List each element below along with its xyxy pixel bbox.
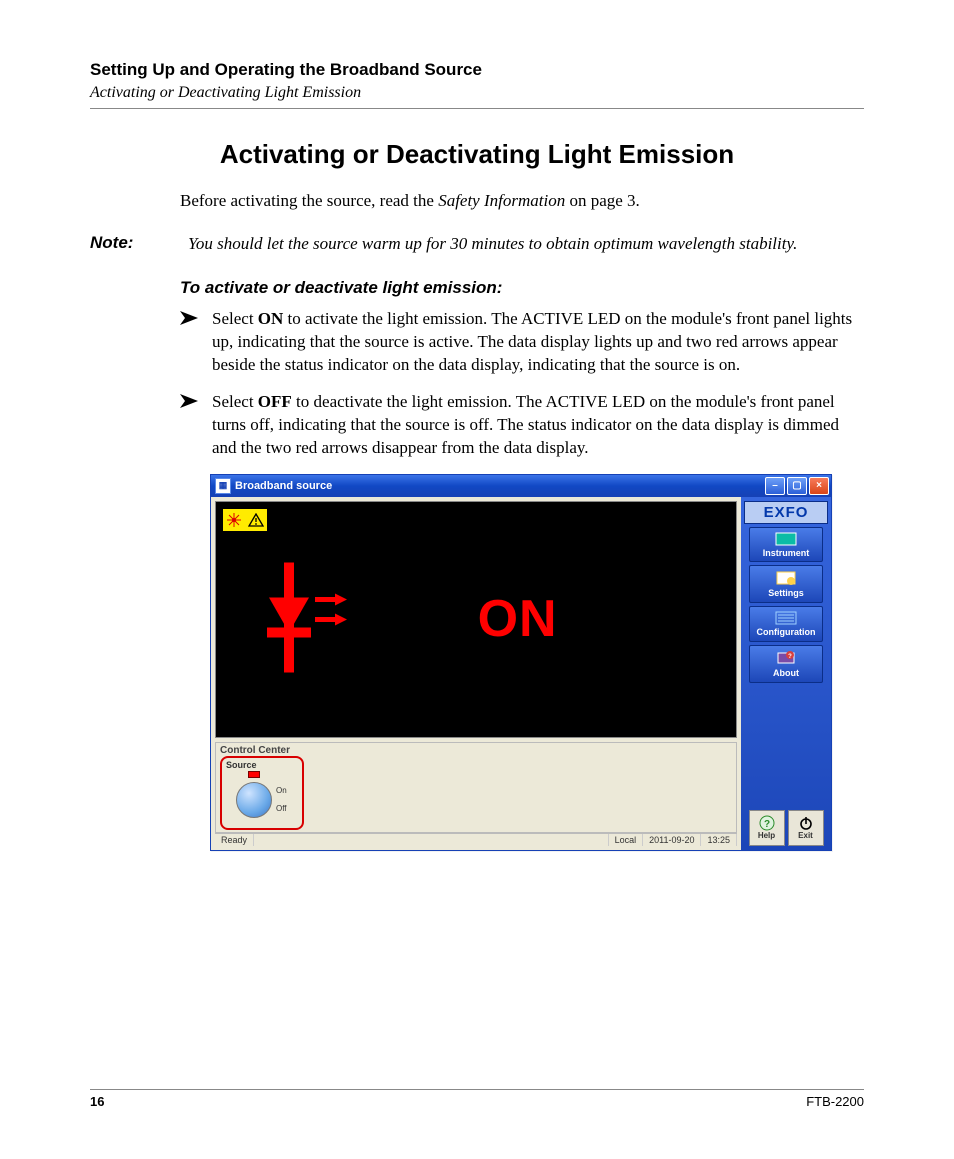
running-head-title: Setting Up and Operating the Broadband S… <box>90 60 864 80</box>
page-number: 16 <box>90 1094 104 1109</box>
status-local: Local <box>609 834 644 846</box>
source-group-label: Source <box>226 760 257 770</box>
brand-logo: EXFO <box>744 501 828 524</box>
help-label: Help <box>758 831 775 840</box>
note-text: You should let the source warm up for 30… <box>188 233 797 256</box>
source-on-label: On <box>276 786 287 795</box>
close-button[interactable]: × <box>809 477 829 495</box>
header-rule <box>90 108 864 109</box>
help-icon: ? <box>759 815 775 831</box>
side-btn-label: Settings <box>768 588 804 598</box>
bullet-arrow-icon <box>180 308 212 377</box>
source-toggle-button[interactable] <box>236 782 272 818</box>
side-toolbar: EXFO Instrument Settings Configuration ?… <box>741 497 831 850</box>
bullet-pre: Select <box>212 392 258 411</box>
procedure-title: To activate or deactivate light emission… <box>180 278 864 298</box>
laser-warning-icon <box>222 508 268 532</box>
power-icon <box>798 815 814 831</box>
control-center-title: Control Center <box>220 745 732 756</box>
doc-id: FTB-2200 <box>806 1094 864 1109</box>
exit-label: Exit <box>798 831 813 840</box>
about-icon: ? <box>774 649 798 667</box>
intro-paragraph: Before activating the source, read the S… <box>180 190 864 213</box>
note-block: Note: You should let the source warm up … <box>90 233 864 256</box>
status-on-label: ON <box>478 589 558 649</box>
instrument-icon <box>774 531 798 547</box>
source-group: Source On Off <box>220 756 304 830</box>
led-active-icon <box>259 558 349 681</box>
intro-pre: Before activating the source, read the <box>180 191 438 210</box>
page-footer: 16 FTB-2200 <box>90 1089 864 1109</box>
svg-text:?: ? <box>788 654 792 660</box>
maximize-button[interactable]: ▢ <box>787 477 807 495</box>
side-btn-label: About <box>773 668 799 678</box>
status-time: 13:25 <box>701 834 737 846</box>
page-heading: Activating or Deactivating Light Emissio… <box>90 139 864 170</box>
status-ready: Ready <box>215 834 254 846</box>
side-btn-settings[interactable]: Settings <box>749 565 823 603</box>
bullet-text: Select ON to activate the light emission… <box>212 308 864 377</box>
bullet-pre: Select <box>212 309 258 328</box>
svg-text:?: ? <box>763 819 769 830</box>
exit-button[interactable]: Exit <box>788 810 824 846</box>
bullet-item: Select OFF to deactivate the light emiss… <box>180 391 864 460</box>
status-date: 2011-09-20 <box>643 834 701 846</box>
bullet-post: to activate the light emission. The ACTI… <box>212 309 852 374</box>
configuration-icon <box>774 610 798 626</box>
window-titlebar[interactable]: ▦ Broadband source – ▢ × <box>211 475 831 497</box>
source-off-label: Off <box>276 804 287 813</box>
bullet-bold: ON <box>258 309 284 328</box>
bullet-text: Select OFF to deactivate the light emiss… <box>212 391 864 460</box>
intro-post: on page 3. <box>565 191 640 210</box>
app-screenshot: ▦ Broadband source – ▢ × <box>210 474 832 851</box>
window-title: Broadband source <box>235 480 763 492</box>
intro-ital: Safety Information <box>438 191 565 210</box>
side-btn-instrument[interactable]: Instrument <box>749 527 823 563</box>
side-btn-label: Configuration <box>757 627 816 637</box>
side-btn-about[interactable]: ? About <box>749 645 823 683</box>
source-led-icon <box>248 771 260 778</box>
bullet-post: to deactivate the light emission. The AC… <box>212 392 839 457</box>
minimize-button[interactable]: – <box>765 477 785 495</box>
bullet-bold: OFF <box>258 392 292 411</box>
bullet-item: Select ON to activate the light emission… <box>180 308 864 377</box>
side-btn-configuration[interactable]: Configuration <box>749 606 823 642</box>
control-center-panel: Control Center Source On Off <box>215 742 737 833</box>
bullet-arrow-icon <box>180 391 212 460</box>
side-btn-label: Instrument <box>763 548 810 558</box>
main-pane: ON Control Center Source On Off <box>211 497 741 850</box>
data-display: ON <box>215 501 737 738</box>
running-head-subtitle: Activating or Deactivating Light Emissio… <box>90 84 864 102</box>
app-icon: ▦ <box>215 478 231 494</box>
status-bar: Ready Local 2011-09-20 13:25 <box>215 833 737 846</box>
note-label: Note: <box>90 233 188 256</box>
help-button[interactable]: ? Help <box>749 810 785 846</box>
settings-icon <box>774 569 798 587</box>
